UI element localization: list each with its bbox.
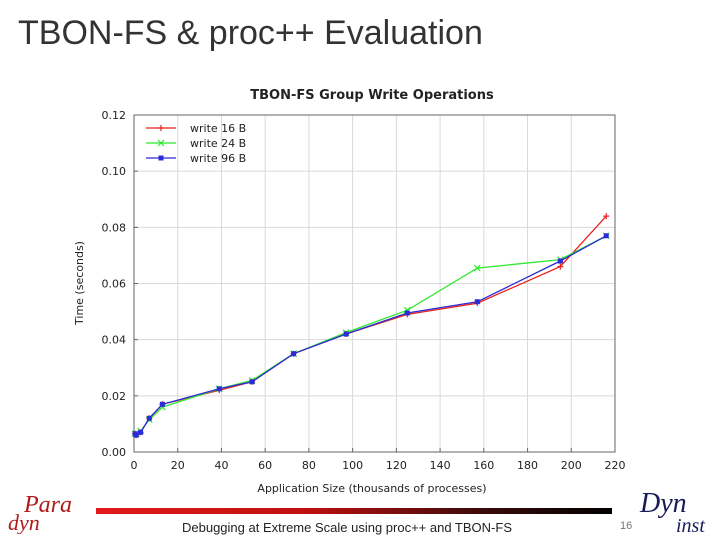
legend-entry: write 16 B [146,122,246,135]
paradyn-logo-dyn: dyn [8,510,40,534]
dyninst-logo: Dyn inst [639,488,705,536]
y-tick-label: 0.12 [102,109,127,122]
legend: write 16 B write 24 B write 96 B [146,122,246,165]
x-tick-label: 220 [605,459,626,472]
x-tick-label: 0 [131,459,138,472]
x-axis-label: Application Size (thousands of processes… [257,482,486,495]
page-number: 16 [620,520,633,532]
chart-title: TBON-FS Group Write Operations [250,88,494,103]
x-tick-label: 20 [171,459,185,472]
data-point [473,264,481,272]
x-tick-label: 160 [473,459,494,472]
y-tick-label: 0.06 [102,278,127,291]
x-tick-label: 80 [302,459,316,472]
legend-marker [157,139,165,147]
x-tick-label: 40 [214,459,228,472]
dyninst-logo-inst: inst [676,515,705,536]
y-tick-label: 0.00 [102,446,127,459]
data-point [133,432,139,438]
paradyn-logo-para: Para [23,492,72,518]
y-tick-label: 0.04 [102,334,127,347]
footer-text: Debugging at Extreme Scale using proc++ … [182,520,512,535]
data-point [557,258,563,264]
series-write-24-b [131,232,610,438]
x-tick-label: 200 [561,459,582,472]
series-lines [131,213,610,439]
data-point [249,379,255,385]
x-tick-label: 60 [258,459,272,472]
legend-label: write 24 B [190,137,246,150]
legend-label: write 96 B [190,152,246,165]
x-axis-ticks: 0 20 40 60 80 100 120 140 160 180 200 220 [131,448,626,472]
footer-divider-bar [96,508,612,514]
data-point [343,331,349,337]
legend-marker [158,155,164,161]
x-tick-label: 120 [386,459,407,472]
data-point [138,429,144,435]
data-point [291,351,297,357]
data-point [146,415,152,421]
legend-label: write 16 B [190,122,246,135]
y-axis-label: Time (seconds) [73,241,86,326]
legend-marker [158,125,164,131]
data-point [474,299,480,305]
y-tick-label: 0.10 [102,165,127,178]
y-tick-label: 0.08 [102,221,127,234]
paradyn-logo: Para dyn [8,492,72,534]
series-line [135,235,607,435]
data-point [404,310,410,316]
dyninst-logo-dyn: Dyn [639,488,687,519]
legend-entry: write 96 B [146,152,246,165]
series-write-96-b [132,233,609,438]
x-tick-label: 100 [342,459,363,472]
line-chart: TBON-FS Group Write Operations 0 20 40 60 80… [73,88,626,495]
y-axis-ticks: 0.00 0.02 0.04 0.06 0.08 0.10 0.12 [102,109,138,459]
data-point [557,263,564,270]
x-tick-label: 180 [517,459,538,472]
series-line [134,235,607,436]
data-point [603,233,609,239]
x-tick-label: 140 [430,459,451,472]
legend-entry: write 24 B [146,137,246,150]
data-point [159,401,165,407]
data-point [603,213,610,220]
data-point [216,386,222,392]
y-tick-label: 0.02 [102,390,127,403]
grid-lines [133,114,616,453]
slide-title: TBON-FS & proc++ Evaluation [18,14,483,52]
